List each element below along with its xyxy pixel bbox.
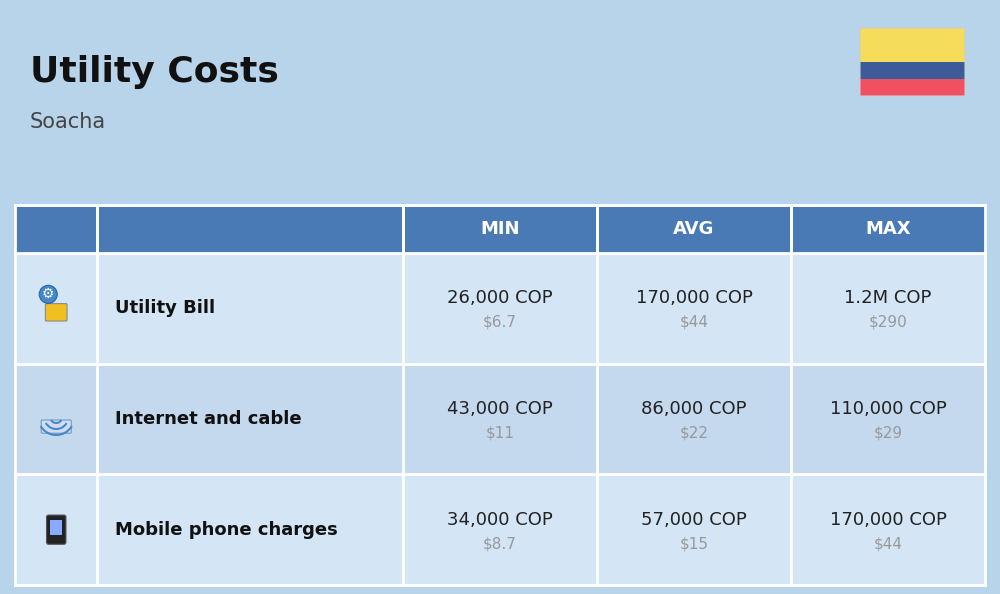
Text: 34,000 COP: 34,000 COP: [447, 511, 553, 529]
FancyBboxPatch shape: [41, 420, 71, 433]
Text: Internet and cable: Internet and cable: [115, 410, 302, 428]
Text: AVG: AVG: [673, 220, 715, 238]
FancyBboxPatch shape: [45, 304, 67, 321]
FancyBboxPatch shape: [50, 520, 62, 535]
Text: MAX: MAX: [865, 220, 911, 238]
Text: 170,000 COP: 170,000 COP: [636, 289, 752, 307]
Text: $8.7: $8.7: [483, 536, 517, 551]
Text: 1.2M COP: 1.2M COP: [844, 289, 932, 307]
Text: $44: $44: [874, 536, 902, 551]
Text: Soacha: Soacha: [30, 112, 106, 132]
Text: Utility Bill: Utility Bill: [115, 299, 216, 317]
Text: Mobile phone charges: Mobile phone charges: [115, 521, 338, 539]
Text: ⚙: ⚙: [42, 287, 54, 301]
Text: 110,000 COP: 110,000 COP: [830, 400, 946, 418]
Text: 43,000 COP: 43,000 COP: [447, 400, 553, 418]
Text: $29: $29: [873, 425, 903, 441]
Text: $44: $44: [680, 315, 708, 330]
Text: $290: $290: [869, 315, 907, 330]
Text: MIN: MIN: [480, 220, 520, 238]
FancyBboxPatch shape: [860, 28, 965, 62]
FancyBboxPatch shape: [860, 62, 965, 79]
Circle shape: [39, 285, 57, 304]
Text: 170,000 COP: 170,000 COP: [830, 511, 946, 529]
FancyBboxPatch shape: [47, 515, 66, 544]
Text: 86,000 COP: 86,000 COP: [641, 400, 747, 418]
Text: Utility Costs: Utility Costs: [30, 55, 279, 89]
Text: $11: $11: [486, 425, 514, 441]
Text: $22: $22: [680, 425, 708, 441]
Text: 57,000 COP: 57,000 COP: [641, 511, 747, 529]
Text: $6.7: $6.7: [483, 315, 517, 330]
FancyBboxPatch shape: [15, 205, 985, 253]
Text: $15: $15: [680, 536, 708, 551]
FancyBboxPatch shape: [860, 79, 965, 96]
FancyBboxPatch shape: [15, 364, 985, 475]
Text: 26,000 COP: 26,000 COP: [447, 289, 553, 307]
FancyBboxPatch shape: [15, 475, 985, 585]
FancyBboxPatch shape: [15, 253, 985, 364]
